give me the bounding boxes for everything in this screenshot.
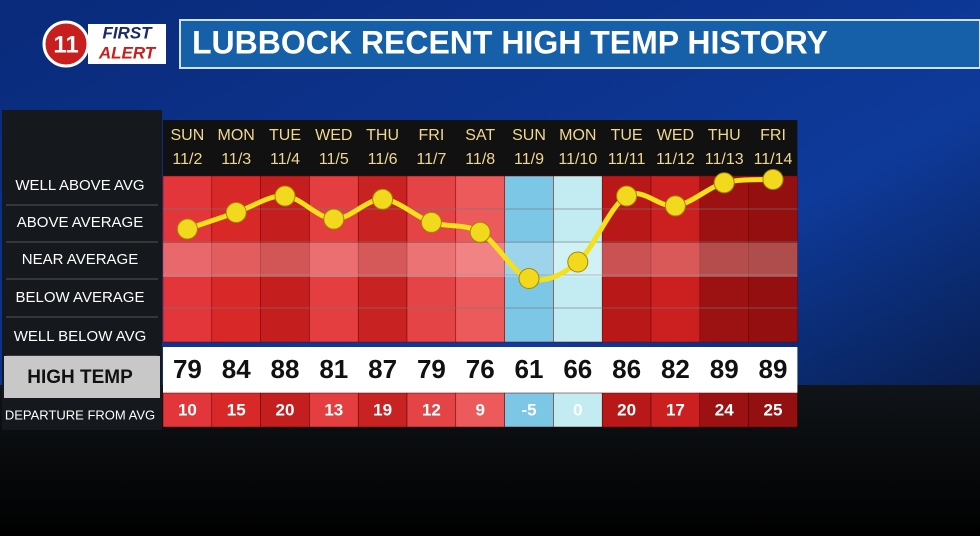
- high-temp: 89: [710, 354, 739, 384]
- departure-cell: [748, 392, 798, 428]
- day-name: SUN: [512, 127, 546, 144]
- high-temp: 89: [759, 354, 788, 384]
- departure-cell: [260, 392, 310, 428]
- day-name: THU: [708, 127, 741, 144]
- high-temp: 88: [271, 354, 300, 384]
- departure: 19: [373, 400, 392, 419]
- departure-dot: [323, 208, 345, 230]
- label-highlight: [4, 356, 160, 398]
- departure-cell: [455, 392, 505, 428]
- day-date: 11/10: [558, 151, 597, 168]
- day-date: 11/14: [754, 151, 793, 168]
- departure-cell: [553, 392, 603, 428]
- departure-cell: [357, 392, 408, 428]
- row-label: WELL BELOW AVG: [14, 328, 147, 345]
- high-temp: 79: [173, 354, 202, 384]
- departure-cell: [309, 392, 359, 428]
- header-strip: [163, 120, 798, 176]
- day-column: [162, 175, 213, 343]
- high-temp: 66: [563, 354, 592, 384]
- day-column: [455, 175, 505, 343]
- title-bar: [179, 19, 980, 69]
- day-date: 11/5: [319, 151, 349, 168]
- day-name: FRI: [760, 127, 786, 144]
- departure: 17: [666, 400, 685, 419]
- high-temp: 79: [417, 354, 446, 384]
- row-label: WELL ABOVE AVG: [15, 177, 144, 194]
- high-temp: 87: [368, 354, 397, 384]
- high-temp: 76: [466, 354, 495, 384]
- departure: 20: [276, 400, 295, 419]
- day-name: TUE: [611, 127, 643, 144]
- day-column: [504, 175, 554, 343]
- high-temp: 86: [612, 354, 641, 384]
- departure: 13: [324, 400, 343, 419]
- departure-cell: [504, 392, 554, 428]
- departure-dot: [664, 195, 686, 217]
- departure-cell: [601, 392, 652, 428]
- departure: 24: [715, 400, 734, 419]
- day-date: 11/4: [270, 151, 300, 168]
- departure-dot: [274, 185, 296, 207]
- row-label: DEPARTURE FROM AVG: [5, 407, 155, 422]
- day-date: 11/6: [368, 151, 398, 168]
- departure: -5: [521, 400, 536, 419]
- day-name: SAT: [465, 127, 495, 144]
- near-average-band: [163, 243, 798, 277]
- logo-alert: ALERT: [98, 43, 157, 62]
- logo-number: 11: [53, 31, 78, 58]
- day-date: 11/2: [172, 151, 202, 168]
- day-date: 11/11: [608, 151, 646, 168]
- departure-dot: [420, 211, 442, 233]
- departure: 9: [475, 400, 484, 419]
- row-label: ABOVE AVERAGE: [17, 214, 143, 231]
- row-label: BELOW AVERAGE: [16, 289, 145, 306]
- day-name: SUN: [171, 127, 205, 144]
- logo-first: FIRST: [102, 23, 153, 42]
- day-date: 11/7: [416, 151, 446, 168]
- day-name: WED: [315, 127, 352, 144]
- row-label: NEAR AVERAGE: [22, 251, 138, 268]
- day-name: THU: [366, 127, 399, 144]
- departure-dot: [176, 218, 198, 240]
- high-temp: 61: [515, 354, 544, 384]
- departure-dot: [518, 268, 540, 289]
- departure: 25: [764, 400, 783, 419]
- title: LUBBOCK RECENT HIGH TEMP HISTORY: [192, 24, 828, 60]
- day-date: 11/3: [221, 151, 251, 168]
- day-column: [699, 175, 749, 343]
- departure-dot: [762, 169, 784, 190]
- departure-cell: [699, 392, 749, 428]
- departure: 0: [573, 400, 582, 419]
- departure-dot: [372, 188, 394, 210]
- day-date: 11/13: [705, 151, 744, 168]
- logo: 11 FIRST ALERT: [42, 20, 166, 68]
- departure: 10: [178, 400, 197, 419]
- day-date: 11/12: [656, 151, 695, 168]
- departure-cell: [650, 392, 701, 428]
- departure-dot: [713, 172, 735, 194]
- day-column: [309, 175, 359, 343]
- high-temp: 81: [319, 354, 348, 384]
- departure-dot: [616, 185, 638, 207]
- day-name: MON: [559, 127, 596, 144]
- day-date: 11/9: [514, 151, 544, 168]
- departure: 15: [227, 400, 246, 419]
- departure: 12: [422, 400, 441, 419]
- high-row: [163, 347, 798, 393]
- day-name: FRI: [419, 127, 445, 144]
- departure: 20: [617, 400, 636, 419]
- day-name: WED: [657, 127, 694, 144]
- departure-dot: [225, 202, 247, 223]
- departure-dot: [567, 251, 589, 273]
- day-name: MON: [218, 127, 255, 144]
- departure-dot: [469, 221, 491, 243]
- day-column: [406, 175, 457, 343]
- day-name: TUE: [269, 127, 301, 144]
- row-label: HIGH TEMP: [27, 367, 133, 388]
- day-date: 11/8: [465, 151, 495, 168]
- high-temp: 84: [222, 354, 251, 384]
- high-temp: 82: [661, 354, 690, 384]
